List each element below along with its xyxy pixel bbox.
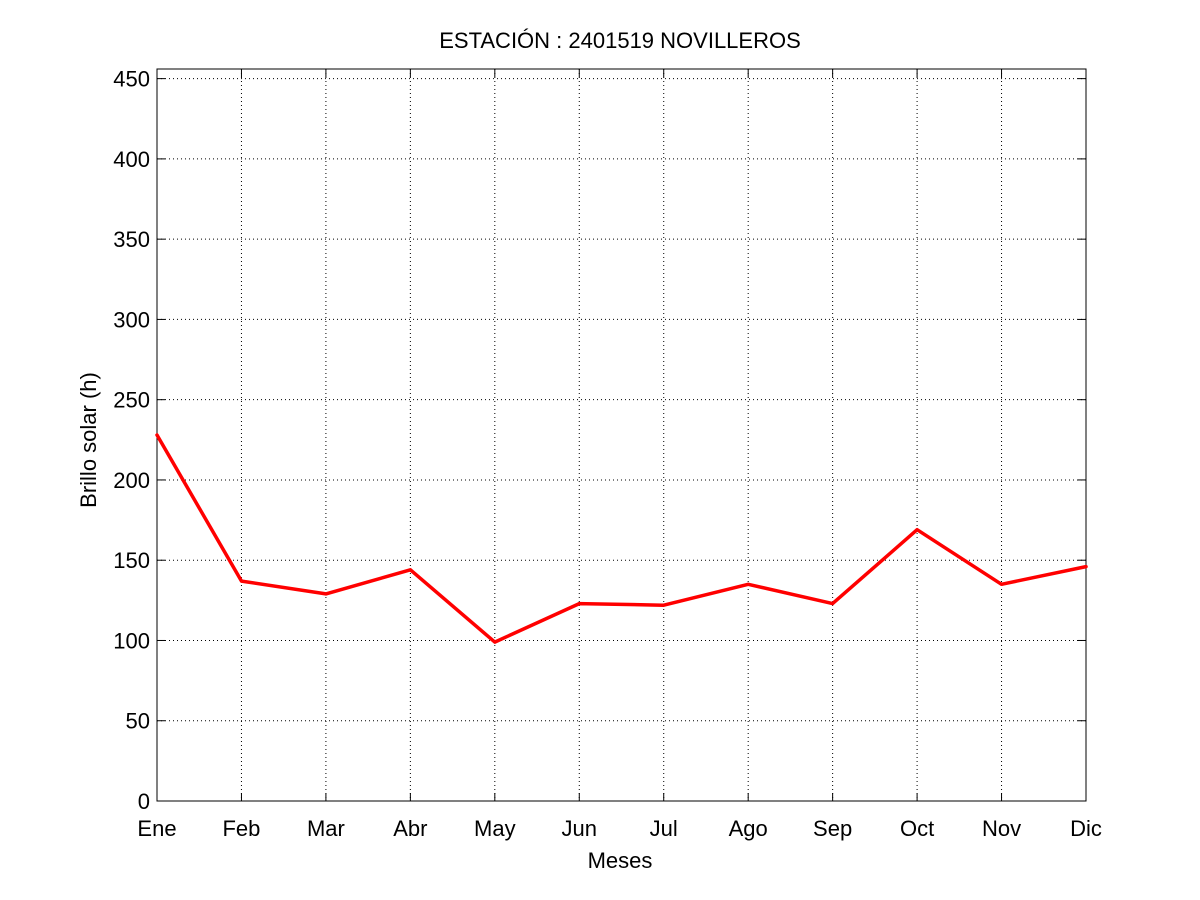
x-tick-labels: Ene Feb Mar Abr May Jun Jul Ago Sep Oct Nov Dic	[137, 816, 1101, 841]
y-tick-label: 400	[113, 147, 150, 172]
y-axis-label: Brillo solar (h)	[76, 372, 101, 508]
x-tick-label: Jun	[562, 816, 597, 841]
y-tick-label: 350	[113, 227, 150, 252]
grid-lines	[157, 69, 1086, 801]
x-axis-label: Meses	[588, 848, 653, 873]
x-tick-label: Ago	[729, 816, 768, 841]
x-tick-label: Oct	[900, 816, 934, 841]
y-tick-label: 50	[126, 709, 150, 734]
series-line	[155, 433, 1088, 644]
series-lines	[155, 433, 1088, 644]
x-tick-label: Nov	[982, 816, 1021, 841]
y-tick-label: 200	[113, 468, 150, 493]
y-tick-label: 100	[113, 628, 150, 653]
x-tick-label: Mar	[307, 816, 345, 841]
y-tick-labels: 0 50 100 150 200 250 300 350 400 450	[113, 67, 150, 814]
x-tick-label: Feb	[222, 816, 260, 841]
y-tick-label: 150	[113, 548, 150, 573]
y-tick-label: 250	[113, 388, 150, 413]
x-tick-label: Abr	[393, 816, 427, 841]
x-tick-label: Dic	[1070, 816, 1102, 841]
y-tick-label: 0	[138, 789, 150, 814]
x-tick-label: May	[474, 816, 516, 841]
x-tick-label: Sep	[813, 816, 852, 841]
x-tick-label: Jul	[650, 816, 678, 841]
y-tick-label: 450	[113, 67, 150, 92]
x-tick-label: Ene	[137, 816, 176, 841]
y-tick-label: 300	[113, 307, 150, 332]
chart-title: ESTACIÓN : 2401519 NOVILLEROS	[439, 28, 801, 53]
